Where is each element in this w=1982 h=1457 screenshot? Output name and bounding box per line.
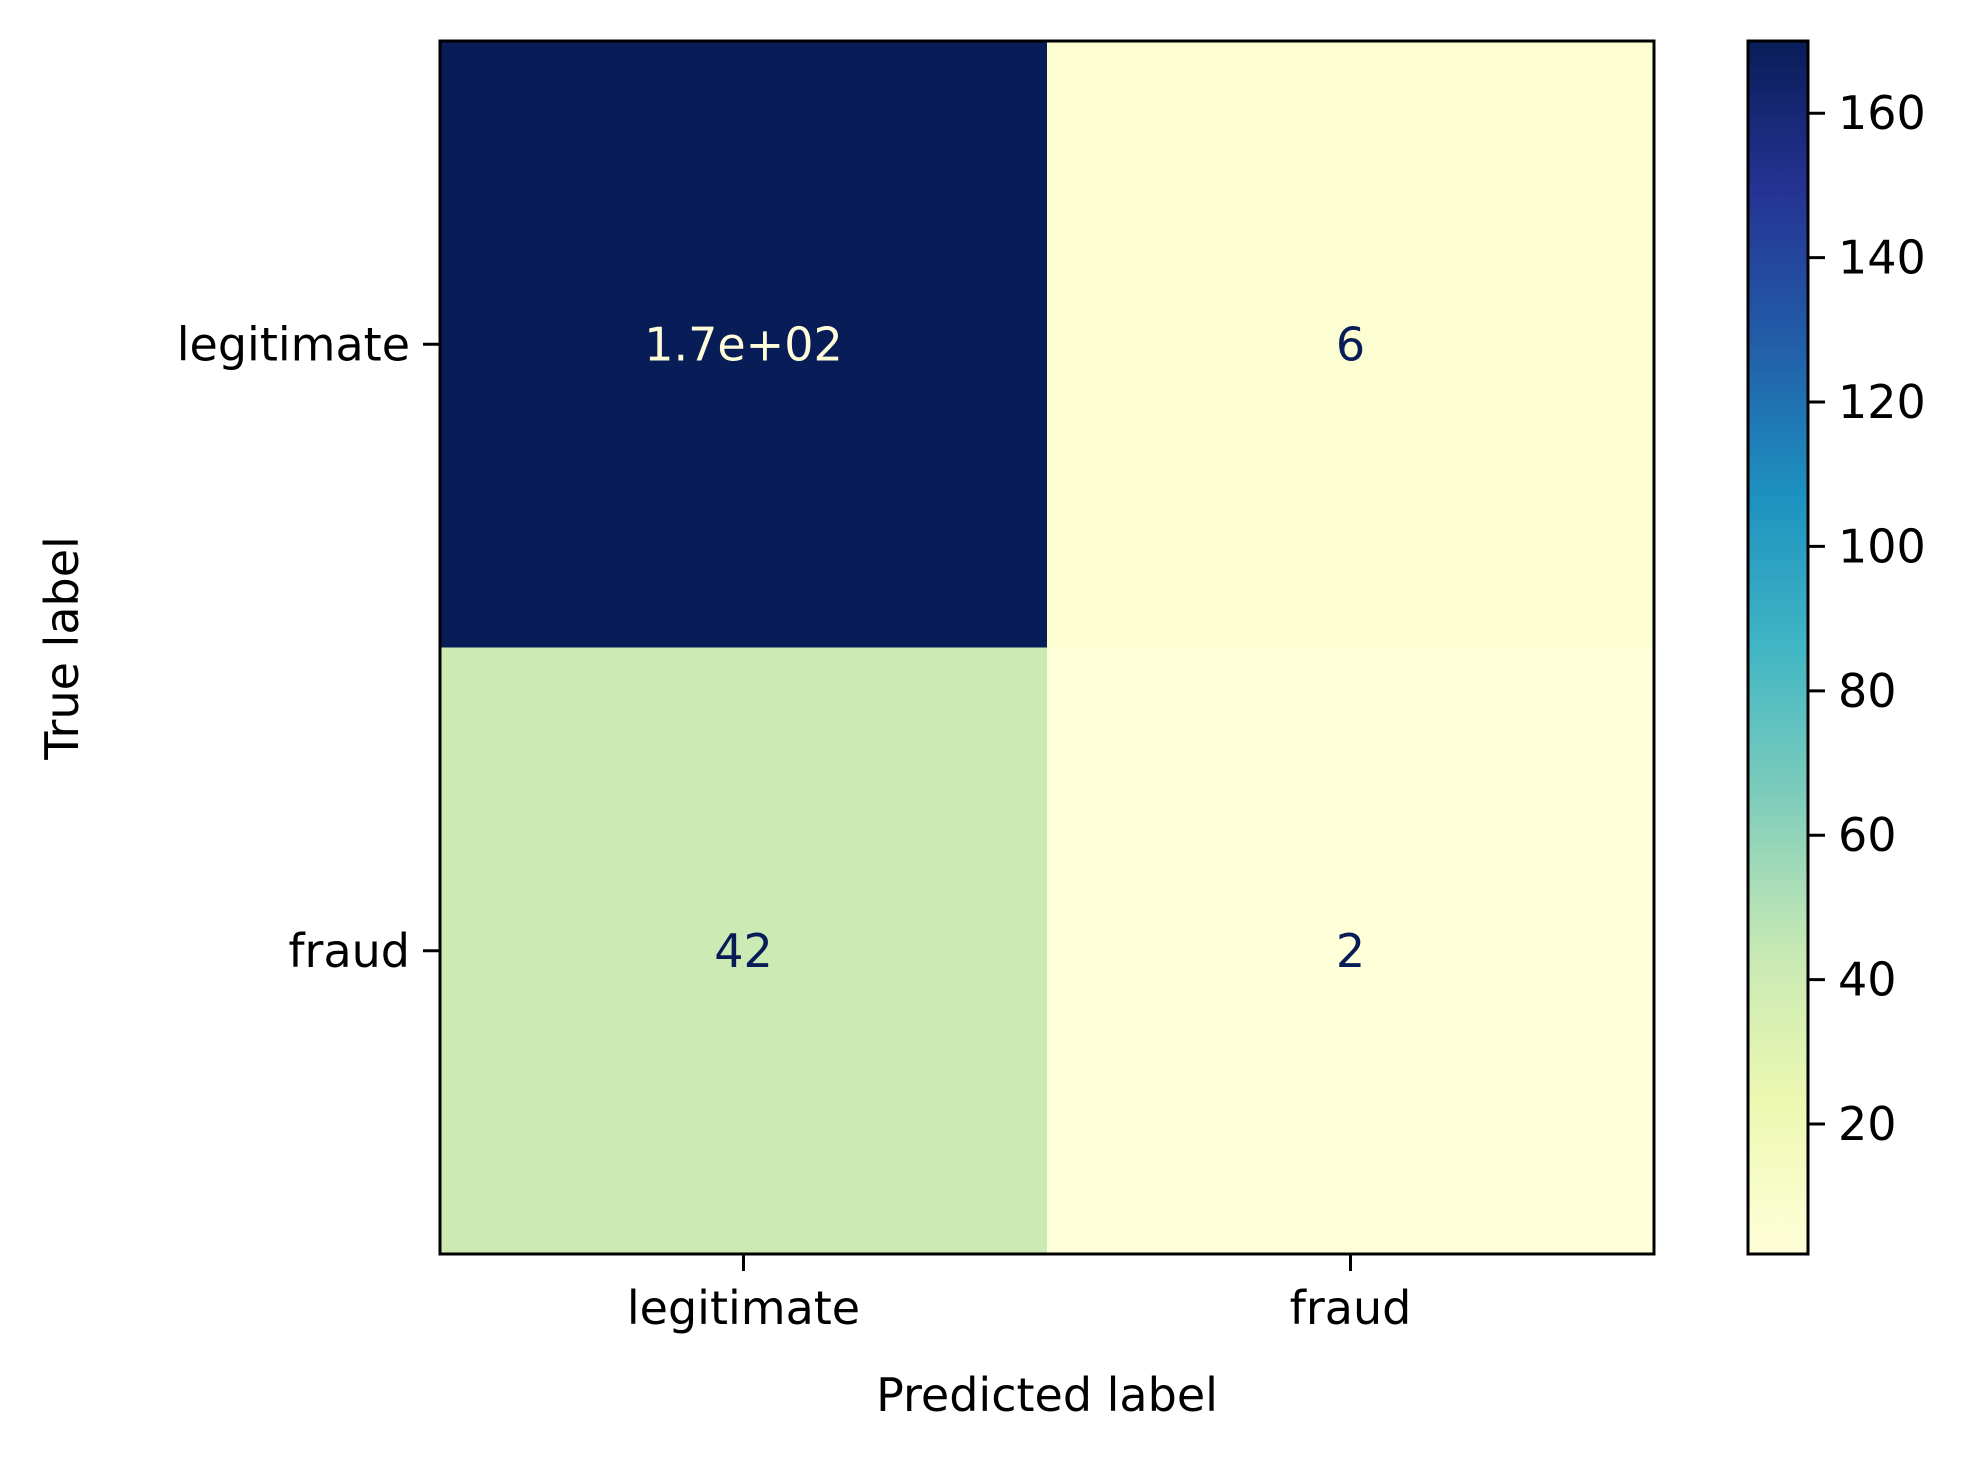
colorbar-tick-label: 140: [1838, 231, 1926, 285]
heatmap-cell: [1047, 41, 1655, 648]
heatmap-cell: [440, 41, 1048, 648]
x-tick-label: legitimate: [627, 1281, 860, 1335]
cell-value-label: 1.7e+02: [644, 317, 843, 371]
colorbar: [1748, 41, 1808, 1254]
cell-value-label: 6: [1336, 317, 1365, 371]
x-tick-label: fraud: [1290, 1281, 1412, 1335]
heatmap-cells: [440, 41, 1655, 1255]
heatmap-cell: [1047, 647, 1655, 1255]
plot-frame: [438, 39, 1656, 1256]
colorbar-tick-label: 40: [1838, 953, 1897, 1007]
heatmap-cell: [440, 647, 1048, 1255]
x-axis-title: Predicted label: [876, 1368, 1218, 1422]
x-axis-ticks: legitimate fraud: [627, 1254, 1411, 1335]
y-axis-title: True label: [35, 536, 89, 761]
y-axis-ticks: legitimate fraud: [177, 317, 440, 978]
colorbar-tick-label: 160: [1838, 86, 1926, 140]
y-tick-label: fraud: [288, 924, 410, 978]
cell-value-label: 42: [714, 924, 773, 978]
cell-value-label: 2: [1336, 924, 1365, 978]
colorbar-frame: [1746, 39, 1810, 1256]
colorbar-tick-label: 100: [1838, 519, 1926, 573]
colorbar-tick-label: 60: [1838, 808, 1897, 862]
heatmap-cell-labels: 1.7e+02 6 42 2: [644, 317, 1365, 978]
colorbar-tick-label: 120: [1838, 375, 1926, 429]
y-tick-label: legitimate: [177, 317, 410, 371]
colorbar-tick-label: 20: [1838, 1097, 1897, 1151]
colorbar-tick-label: 80: [1838, 664, 1897, 718]
colorbar-ticks: 20 40 60 80 100 120 140 160: [1808, 86, 1926, 1151]
